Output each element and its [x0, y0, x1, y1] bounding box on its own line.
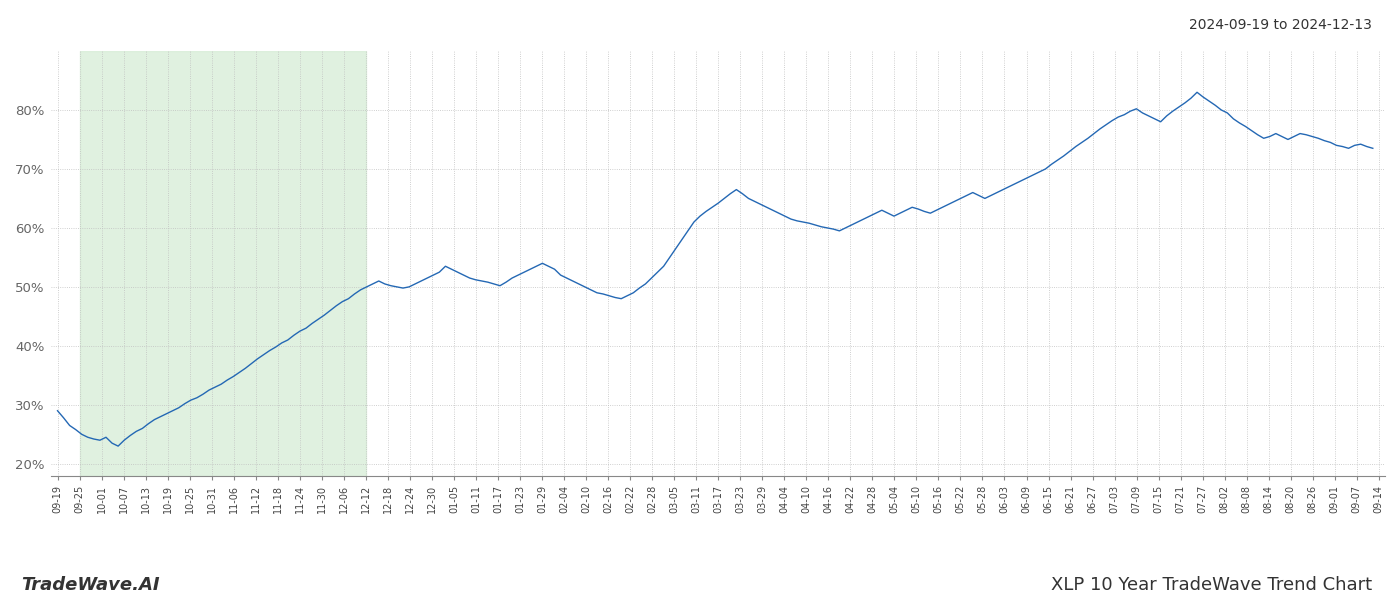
Bar: [80, 51, 365, 476]
Text: XLP 10 Year TradeWave Trend Chart: XLP 10 Year TradeWave Trend Chart: [1051, 576, 1372, 594]
Text: 2024-09-19 to 2024-12-13: 2024-09-19 to 2024-12-13: [1189, 18, 1372, 32]
Text: TradeWave.AI: TradeWave.AI: [21, 576, 160, 594]
